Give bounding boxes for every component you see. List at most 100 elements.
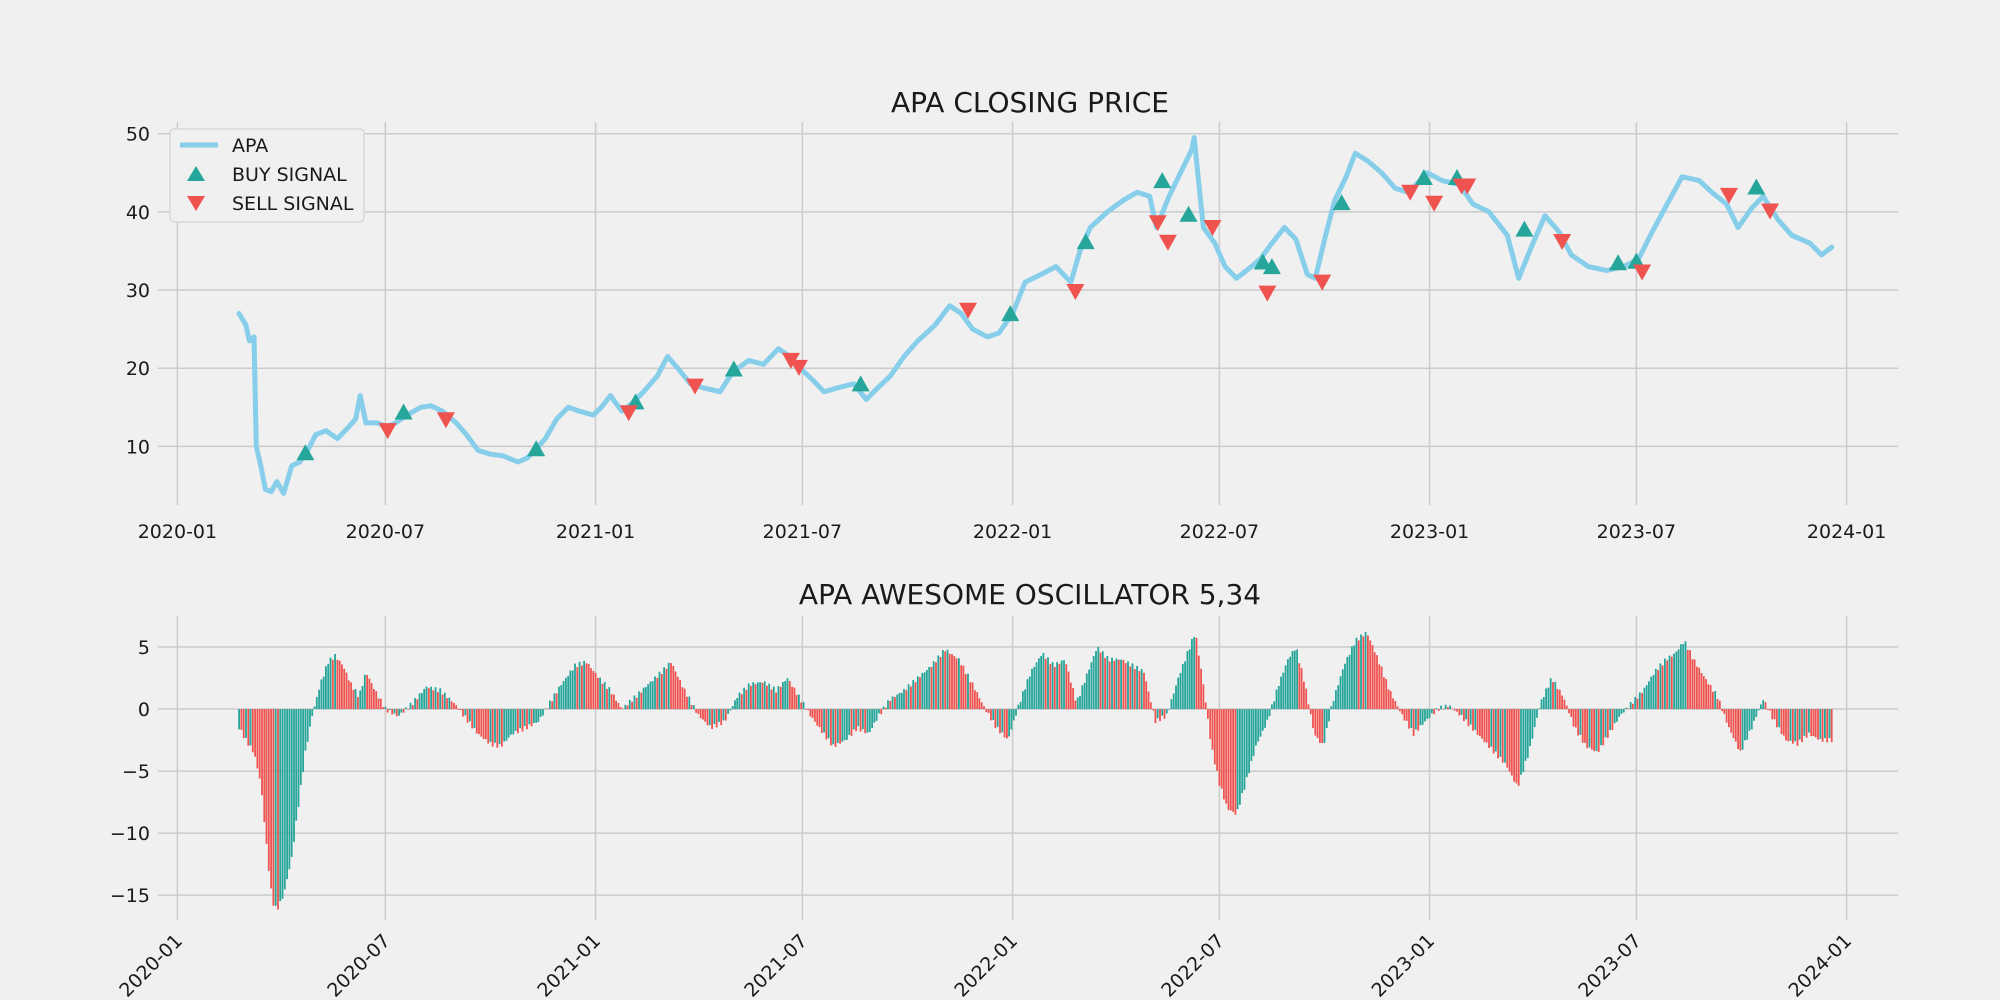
- oscillator-bar: [1424, 709, 1426, 722]
- oscillator-bar: [238, 709, 240, 730]
- oscillator-bar: [485, 709, 487, 740]
- oscillator-bar: [1510, 709, 1513, 776]
- oscillator-bar: [1195, 638, 1198, 710]
- oscillator-bar: [743, 687, 745, 710]
- oscillator-bar: [1124, 663, 1127, 710]
- oscillator-bar: [1750, 709, 1753, 730]
- oscillator-bar: [277, 709, 279, 910]
- oscillator-bar: [731, 706, 734, 710]
- oscillator-bar: [1753, 709, 1755, 721]
- oscillator-bar: [992, 709, 995, 720]
- oscillator-bar: [1115, 658, 1118, 710]
- oscillator-bar: [1122, 659, 1125, 710]
- oscillator-bar: [1709, 684, 1712, 709]
- price-x-tick-label: 2020-07: [346, 521, 425, 543]
- oscillator-bar: [1691, 659, 1694, 709]
- oscillator-bar: [409, 702, 412, 710]
- oscillator-bar: [1159, 709, 1161, 722]
- oscillator-bar: [1300, 668, 1303, 710]
- oscillator-bar: [1492, 709, 1495, 754]
- oscillator-bar: [491, 709, 494, 747]
- oscillator-bar: [1684, 641, 1687, 710]
- price-y-tick-label: 20: [126, 358, 150, 380]
- price-x-tick-label: 2021-07: [763, 521, 842, 543]
- oscillator-bar: [855, 709, 857, 732]
- oscillator-bar: [830, 709, 832, 746]
- oscillator-bar: [1364, 631, 1367, 710]
- oscillator-bar: [608, 687, 611, 710]
- oscillator-bar: [1328, 709, 1330, 722]
- oscillator-bar: [1209, 709, 1212, 739]
- oscillator-bar: [1652, 675, 1655, 710]
- oscillator-bar: [1570, 709, 1573, 717]
- oscillator-bar: [939, 657, 942, 710]
- oscillator-bar: [622, 708, 624, 710]
- oscillator-bar: [1008, 709, 1010, 737]
- oscillator-bar: [919, 677, 921, 709]
- oscillator-bar: [1143, 672, 1145, 709]
- oscillator-bar: [974, 690, 976, 710]
- oscillator-bar: [615, 700, 617, 710]
- oscillator-bar: [1248, 709, 1250, 774]
- price-x-tick-label: 2020-01: [138, 521, 217, 543]
- oscillator-bar: [338, 660, 341, 710]
- oscillator-bar: [1449, 705, 1451, 710]
- oscillator-bar: [1268, 709, 1271, 717]
- oscillator-bar: [1419, 709, 1422, 726]
- oscillator-bar: [884, 707, 887, 710]
- buy-signal-marker: [724, 360, 743, 377]
- oscillator-bar: [1079, 695, 1081, 710]
- oscillator-bar: [1431, 709, 1433, 714]
- oscillator-bar: [373, 689, 375, 709]
- oscillator-bar: [750, 685, 752, 709]
- oscillator-bar: [1435, 708, 1438, 709]
- oscillator-bar: [1696, 666, 1698, 710]
- oscillator-bar: [1289, 656, 1292, 710]
- oscillator-bar: [1216, 709, 1218, 771]
- oscillator-bar: [1490, 709, 1493, 747]
- oscillator-bar: [544, 708, 547, 710]
- buy-signal-marker: [1001, 305, 1020, 322]
- oscillator-bar: [1748, 709, 1751, 731]
- oscillator-bar: [1015, 709, 1017, 716]
- oscillator-bar: [1664, 658, 1666, 710]
- oscillator-bar: [720, 709, 723, 726]
- oscillator-bar: [363, 674, 366, 710]
- sell-signal-marker: [1458, 178, 1477, 195]
- oscillator-bar: [242, 709, 245, 739]
- oscillator-bar: [1785, 709, 1787, 741]
- oscillator-bar: [469, 709, 471, 722]
- oscillator-bar: [329, 657, 332, 710]
- oscillator-bar: [889, 700, 892, 710]
- oscillator-bar: [1035, 662, 1038, 709]
- oscillator-bar: [1730, 709, 1733, 733]
- oscillator-bar: [905, 690, 908, 710]
- buy-signal-marker: [1515, 220, 1534, 237]
- oscillator-bar: [359, 690, 362, 710]
- oscillator-bar: [1698, 667, 1701, 710]
- oscillator-bar: [368, 678, 371, 710]
- oscillator-bar: [1830, 709, 1833, 743]
- oscillator-bar: [953, 656, 956, 710]
- oscillator-bar: [1792, 709, 1794, 744]
- oscillator-bar: [916, 676, 919, 710]
- oscillator-bar: [686, 696, 688, 710]
- oscillator-bar: [937, 655, 940, 710]
- oscillator-y-tick-label: −5: [122, 761, 150, 783]
- oscillator-bar: [320, 679, 323, 709]
- oscillator-bar: [1467, 709, 1470, 727]
- oscillator-bar: [978, 698, 981, 710]
- oscillator-bar: [670, 663, 672, 710]
- oscillator-bar: [825, 709, 828, 740]
- oscillator-bar: [1755, 709, 1758, 717]
- oscillator-bar: [1780, 709, 1783, 734]
- oscillator-bar: [585, 663, 588, 709]
- oscillator-bar: [1737, 709, 1739, 750]
- oscillator-bar: [533, 709, 535, 723]
- oscillator-bar: [1204, 702, 1207, 710]
- oscillator-bar: [948, 653, 951, 710]
- oscillator-bar: [1387, 689, 1390, 709]
- oscillator-bar: [1083, 682, 1086, 710]
- oscillator-bar: [1595, 709, 1598, 751]
- oscillator-bar: [379, 698, 382, 709]
